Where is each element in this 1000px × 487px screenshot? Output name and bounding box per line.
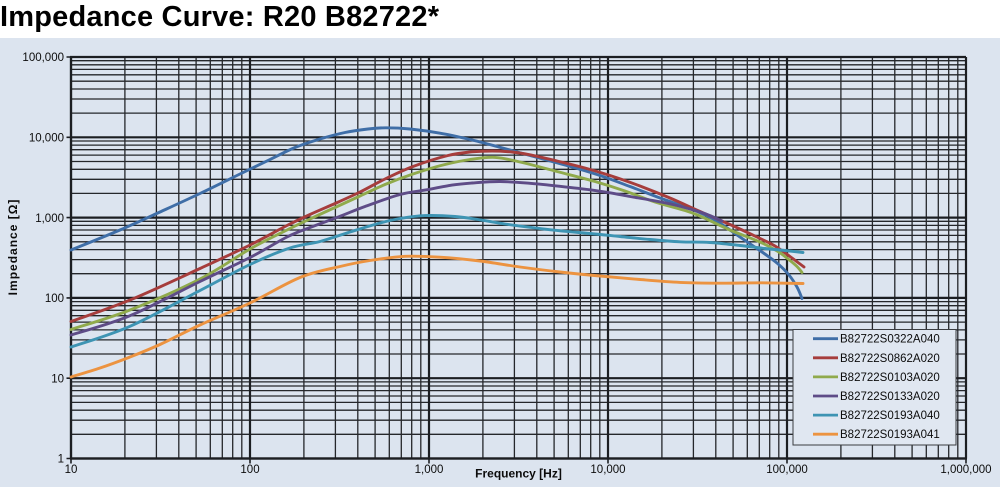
svg-text:10,000: 10,000 — [590, 464, 625, 476]
svg-text:Impedance [Ω]: Impedance [Ω] — [6, 199, 20, 296]
svg-text:1,000: 1,000 — [35, 213, 64, 225]
svg-text:10,000: 10,000 — [29, 133, 64, 145]
svg-text:10: 10 — [51, 373, 64, 385]
svg-text:1,000: 1,000 — [415, 464, 444, 476]
svg-text:B82722S0133A020: B82722S0133A020 — [840, 391, 940, 403]
svg-text:1,000,000: 1,000,000 — [940, 464, 991, 476]
svg-text:B82722S0193A041: B82722S0193A041 — [840, 429, 940, 441]
svg-text:10: 10 — [65, 464, 78, 476]
svg-text:100,000: 100,000 — [766, 464, 808, 476]
svg-text:1: 1 — [58, 454, 64, 466]
svg-text:100: 100 — [240, 464, 259, 476]
svg-text:B82722S0103A020: B82722S0103A020 — [840, 372, 940, 384]
svg-text:100,000: 100,000 — [22, 52, 64, 64]
svg-text:100: 100 — [45, 293, 64, 305]
svg-text:B82722S0322A040: B82722S0322A040 — [840, 334, 940, 346]
svg-text:B82722S0862A020: B82722S0862A020 — [840, 353, 940, 365]
svg-text:Frequency [Hz]: Frequency [Hz] — [475, 467, 562, 481]
svg-text:B82722S0193A040: B82722S0193A040 — [840, 410, 940, 422]
